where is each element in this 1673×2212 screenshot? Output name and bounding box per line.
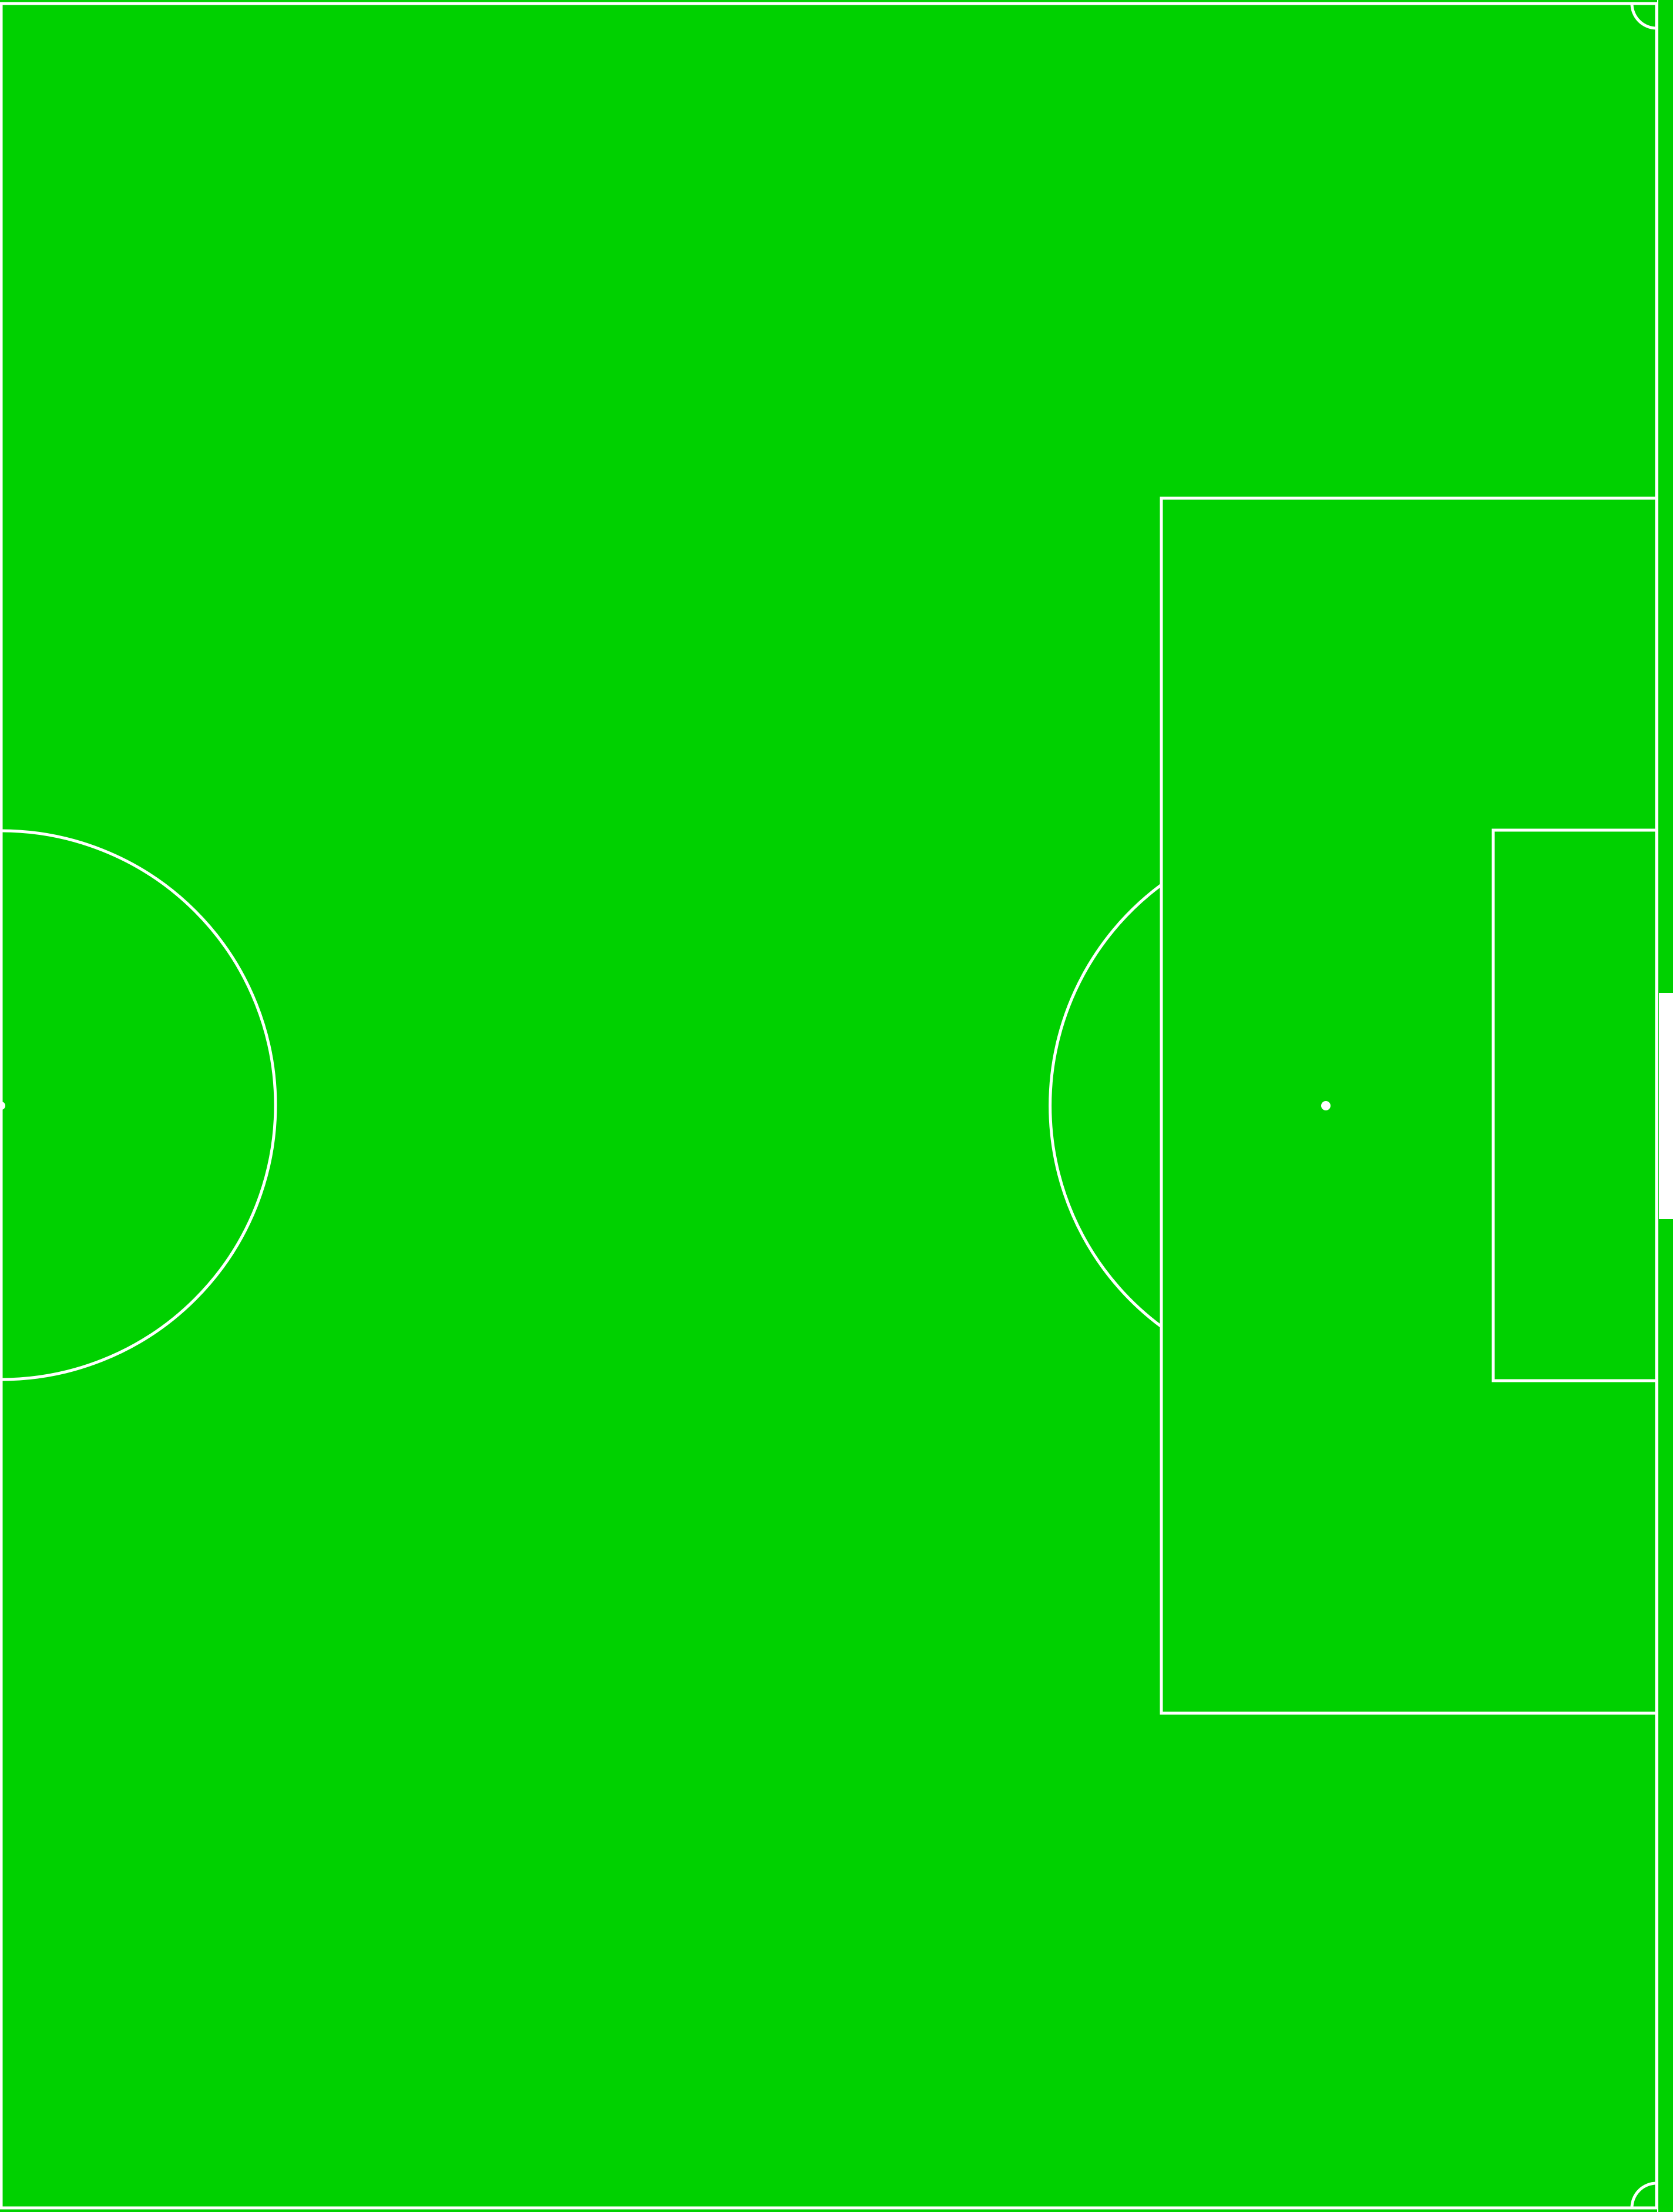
center-spot (0, 1102, 5, 1110)
goal-area (1491, 828, 1658, 1382)
center-circle (1, 829, 277, 1381)
penalty-arc (1049, 883, 1163, 1328)
corner-arc-bottom (1630, 2181, 1657, 2208)
goal (1659, 993, 1673, 1219)
penalty-spot (1321, 1101, 1331, 1110)
corner-arc-top (1630, 3, 1657, 30)
